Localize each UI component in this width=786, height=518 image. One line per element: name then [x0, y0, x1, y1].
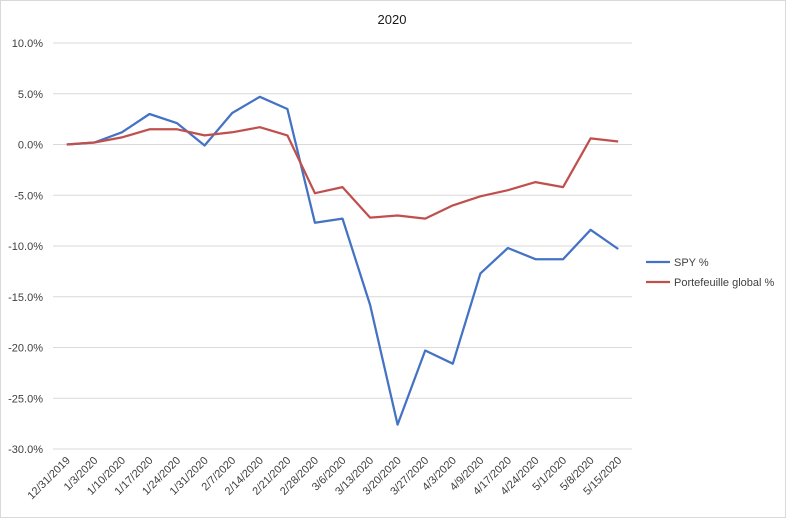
y-tick-label: 0.0% — [18, 140, 43, 152]
y-tick-label: 5.0% — [18, 89, 43, 101]
x-axis-tick-labels: 12/31/20191/3/20201/10/20201/17/20201/24… — [25, 455, 624, 502]
legend-label: SPY % — [674, 257, 709, 269]
series-line-1 — [66, 95, 619, 426]
legend-label: Portefeuille global % — [674, 277, 775, 289]
y-tick-label: -20.0% — [8, 343, 43, 355]
y-tick-label: -15.0% — [8, 292, 43, 304]
y-tick-label: -5.0% — [14, 190, 43, 202]
series-lines — [66, 95, 619, 426]
series-line-2 — [66, 126, 619, 220]
y-tick-label: -10.0% — [8, 241, 43, 253]
legend: SPY % Portefeuille global % — [646, 257, 775, 289]
y-tick-label: -25.0% — [8, 393, 43, 405]
y-tick-label: -30.0% — [8, 444, 43, 456]
x-tick-label: 12/31/2019 — [25, 455, 72, 502]
gridlines — [53, 42, 632, 450]
y-axis-tick-labels: 10.0% 5.0% 0.0% -5.0% -10.0% -15.0% -20.0% -25.… — [8, 38, 43, 456]
y-tick-label: 10.0% — [12, 38, 43, 50]
chart-title: 2020 — [378, 12, 407, 27]
